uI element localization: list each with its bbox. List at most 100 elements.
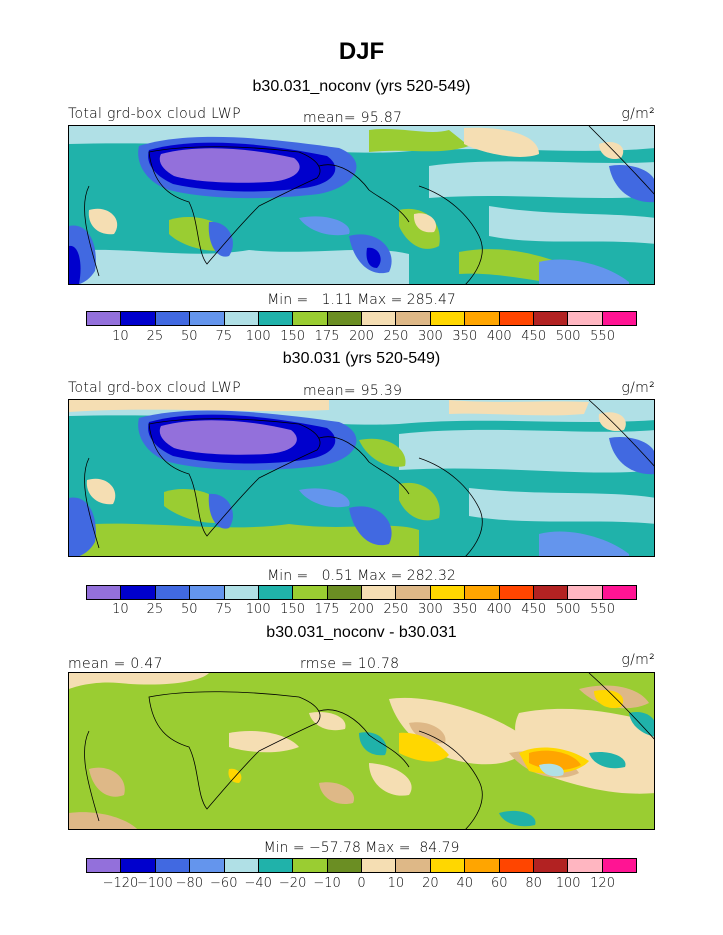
colorbar-swatch (155, 312, 191, 325)
colorbar-swatch (499, 586, 534, 599)
colorbar-tick-label: 50 (181, 602, 198, 617)
panel1-mean-label: mean= 95.87 (303, 110, 403, 126)
panel2-colorbar-labels: 10 25 50 75 100 150 175 200 250 300 350 400 450 500 55… (86, 602, 637, 618)
colorbar-tick-label: 120 (590, 876, 615, 891)
colorbar-swatch (430, 859, 466, 872)
colorbar-swatch (499, 312, 534, 325)
colorbar-tick-label: −10 (313, 876, 341, 891)
colorbar-tick-label: 100 (245, 329, 271, 344)
panel1-minmax: Min = 1.11 Max = 285.47 (267, 292, 456, 308)
panel2-units-label: g/m² (621, 380, 655, 396)
colorbar-swatch (327, 586, 362, 599)
colorbar-swatch (499, 859, 534, 872)
colorbar-tick-label: 550 (590, 329, 615, 344)
colorbar-tick-label: 250 (383, 602, 409, 617)
colorbar-swatch (293, 312, 328, 325)
colorbar-swatch (87, 586, 122, 599)
colorbar-swatch (327, 312, 362, 325)
panel3-case-title: b30.031_noconv - b30.031 (266, 624, 457, 641)
panel2-minmax: Min = 0.51 Max = 282.32 (267, 568, 456, 584)
panel3-mean-label: mean = 0.47 (68, 656, 163, 672)
colorbar-swatch (327, 859, 362, 872)
colorbar-swatch (121, 586, 156, 599)
panel2-variable-label: Total grd-box cloud LWP (68, 380, 241, 396)
colorbar-swatch (190, 859, 225, 872)
colorbar-swatch (224, 312, 259, 325)
colorbar-tick-label: 350 (452, 602, 478, 617)
colorbar-swatch (87, 312, 122, 325)
colorbar-swatch (568, 859, 603, 872)
panel2-case-title: b30.031 (yrs 520-549) (282, 350, 441, 367)
colorbar-tick-label: 300 (417, 329, 443, 344)
colorbar-swatch (465, 312, 500, 325)
colorbar-tick-label: 500 (555, 602, 581, 617)
panel3-colorbar-labels: −120 −100 −80 −60 −40 −20 −10 0 10 20 40 60 80 100 120 (86, 876, 637, 892)
colorbar-swatch (396, 312, 431, 325)
panel3-colorbar (86, 858, 637, 873)
colorbar-tick-label: 75 (215, 329, 233, 344)
colorbar-tick-label: 100 (555, 876, 581, 891)
panel2-colorbar (86, 585, 637, 600)
colorbar-swatch (87, 859, 122, 872)
colorbar-tick-label: 150 (280, 329, 306, 344)
colorbar-tick-label: 25 (146, 602, 164, 617)
panel1-colorbar-labels: 10 25 50 75 100 150 175 200 250 300 350 400 450 500 55… (86, 329, 637, 345)
colorbar-swatch (602, 859, 636, 872)
panel3-minmax: Min = −57.78 Max = 84.79 (263, 840, 460, 856)
figure-title: DJF (338, 38, 385, 65)
colorbar-swatch (430, 586, 466, 599)
colorbar-swatch (533, 312, 569, 325)
colorbar-tick-label: 175 (314, 602, 340, 617)
panel3-map (68, 672, 655, 830)
colorbar-tick-label: 200 (349, 602, 374, 617)
colorbar-swatch (568, 586, 603, 599)
colorbar-tick-label: 10 (112, 602, 129, 617)
colorbar-tick-label: 400 (486, 329, 512, 344)
colorbar-tick-label: 300 (417, 602, 443, 617)
colorbar-swatch (258, 586, 294, 599)
colorbar-swatch (602, 586, 636, 599)
colorbar-swatch (568, 312, 603, 325)
panel1-colorbar (86, 311, 637, 326)
colorbar-tick-label: 400 (486, 602, 512, 617)
panel1-variable-label: Total grd-box cloud LWP (68, 106, 241, 122)
colorbar-tick-label: 450 (521, 329, 547, 344)
colorbar-tick-label: 80 (525, 876, 542, 891)
colorbar-tick-label: 500 (555, 329, 581, 344)
colorbar-swatch (224, 859, 259, 872)
colorbar-tick-label: 150 (280, 602, 306, 617)
colorbar-tick-label: −100 (137, 876, 173, 891)
panel3-rmse-label: rmse = 10.78 (300, 656, 400, 672)
colorbar-swatch (396, 586, 431, 599)
colorbar-swatch (190, 312, 225, 325)
colorbar-tick-label: 25 (146, 329, 164, 344)
colorbar-swatch (293, 859, 328, 872)
colorbar-tick-label: 10 (387, 876, 405, 891)
colorbar-swatch (224, 586, 259, 599)
colorbar-swatch (121, 859, 156, 872)
colorbar-tick-label: 75 (215, 602, 233, 617)
panel2-mean-label: mean= 95.39 (303, 383, 403, 399)
colorbar-tick-label: 20 (422, 876, 439, 891)
colorbar-swatch (155, 859, 191, 872)
colorbar-swatch (602, 312, 636, 325)
colorbar-swatch (396, 859, 431, 872)
colorbar-swatch (258, 859, 294, 872)
colorbar-tick-label: 50 (181, 329, 198, 344)
colorbar-swatch (533, 586, 569, 599)
colorbar-tick-label: 0 (357, 876, 366, 891)
colorbar-swatch (362, 586, 397, 599)
colorbar-swatch (533, 859, 569, 872)
colorbar-swatch (465, 859, 500, 872)
colorbar-tick-label: −20 (278, 876, 307, 891)
colorbar-swatch (465, 586, 500, 599)
colorbar-tick-label: −80 (175, 876, 204, 891)
colorbar-tick-label: −40 (244, 876, 272, 891)
colorbar-swatch (258, 312, 294, 325)
colorbar-tick-label: 175 (314, 329, 340, 344)
colorbar-tick-label: 40 (456, 876, 474, 891)
colorbar-tick-label: −60 (210, 876, 238, 891)
panel1-case-title: b30.031_noconv (yrs 520-549) (252, 78, 471, 95)
colorbar-swatch (362, 312, 397, 325)
panel1-units-label: g/m² (621, 106, 655, 122)
